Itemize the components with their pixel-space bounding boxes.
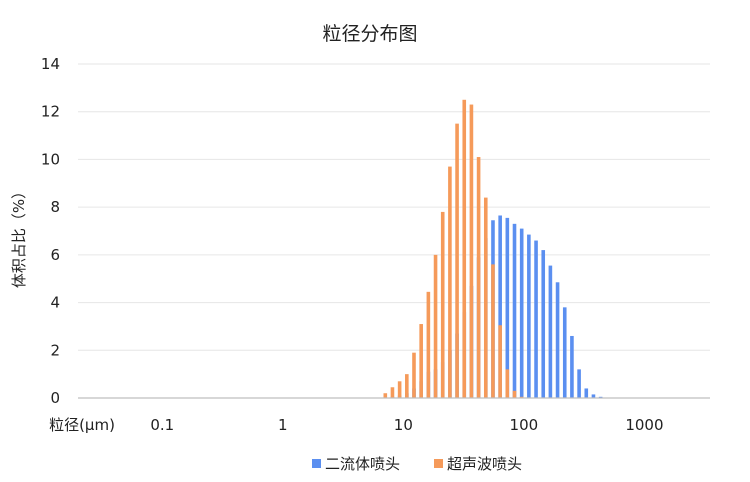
- x-tick-label: 1: [278, 416, 288, 434]
- bar-layer: [383, 99, 603, 398]
- bar: [584, 388, 589, 398]
- legend-swatch: [434, 459, 443, 468]
- y-tick-label: 2: [50, 341, 60, 359]
- bar: [534, 240, 538, 398]
- y-tick-label: 6: [50, 246, 60, 264]
- bar: [512, 390, 517, 398]
- bar: [505, 369, 510, 398]
- bar: [397, 381, 402, 398]
- y-tick-label: 0: [50, 389, 60, 407]
- y-tick-labels: 0 2 4 6 8 10 12 14: [41, 55, 60, 407]
- bar: [476, 157, 481, 398]
- legend-label: 二流体喷头: [325, 455, 400, 473]
- bar: [527, 234, 531, 398]
- legend-item: 超声波喷头: [434, 455, 522, 473]
- bar: [562, 307, 567, 398]
- legend-item: 二流体喷头: [312, 455, 400, 473]
- bar: [390, 387, 395, 398]
- bar: [548, 265, 553, 398]
- bar: [541, 250, 546, 398]
- bar: [419, 324, 423, 398]
- bar: [469, 104, 474, 398]
- bar: [455, 123, 459, 398]
- bar: [555, 282, 560, 398]
- bar: [591, 394, 596, 398]
- x-tick-label: 1000: [625, 416, 663, 434]
- bar: [483, 197, 488, 398]
- x-tick-label: 100: [510, 416, 539, 434]
- bar: [448, 166, 452, 398]
- bar: [519, 228, 524, 398]
- x-axis-label: 粒径(μm): [49, 416, 115, 434]
- y-axis-label: 体积占比（%）: [10, 184, 28, 288]
- x-tick-labels: 0.1 1 10 100 1000: [150, 416, 663, 434]
- bar: [498, 325, 502, 398]
- bar: [491, 264, 495, 398]
- chart-title: 粒径分布图: [322, 23, 417, 45]
- legend-label: 超声波喷头: [447, 455, 522, 473]
- x-tick-label: 10: [394, 416, 413, 434]
- bar: [426, 291, 431, 398]
- bar: [505, 217, 510, 398]
- grid-layer: [78, 63, 710, 351]
- bar: [498, 215, 502, 398]
- legend: 二流体喷头 超声波喷头: [312, 455, 522, 473]
- bar: [405, 374, 409, 398]
- bar: [462, 99, 467, 398]
- bar: [383, 393, 388, 398]
- bar: [570, 335, 574, 398]
- y-tick-label: 12: [41, 103, 60, 121]
- bar: [412, 352, 416, 398]
- x-tick-label: 0.1: [150, 416, 174, 434]
- bar: [512, 223, 517, 398]
- y-tick-label: 4: [50, 294, 60, 312]
- y-tick-label: 10: [41, 150, 60, 168]
- bar: [433, 254, 438, 398]
- bar: [577, 369, 581, 398]
- y-tick-label: 14: [41, 55, 60, 73]
- legend-swatch: [312, 459, 321, 468]
- y-tick-label: 8: [50, 198, 60, 216]
- bar: [440, 211, 445, 398]
